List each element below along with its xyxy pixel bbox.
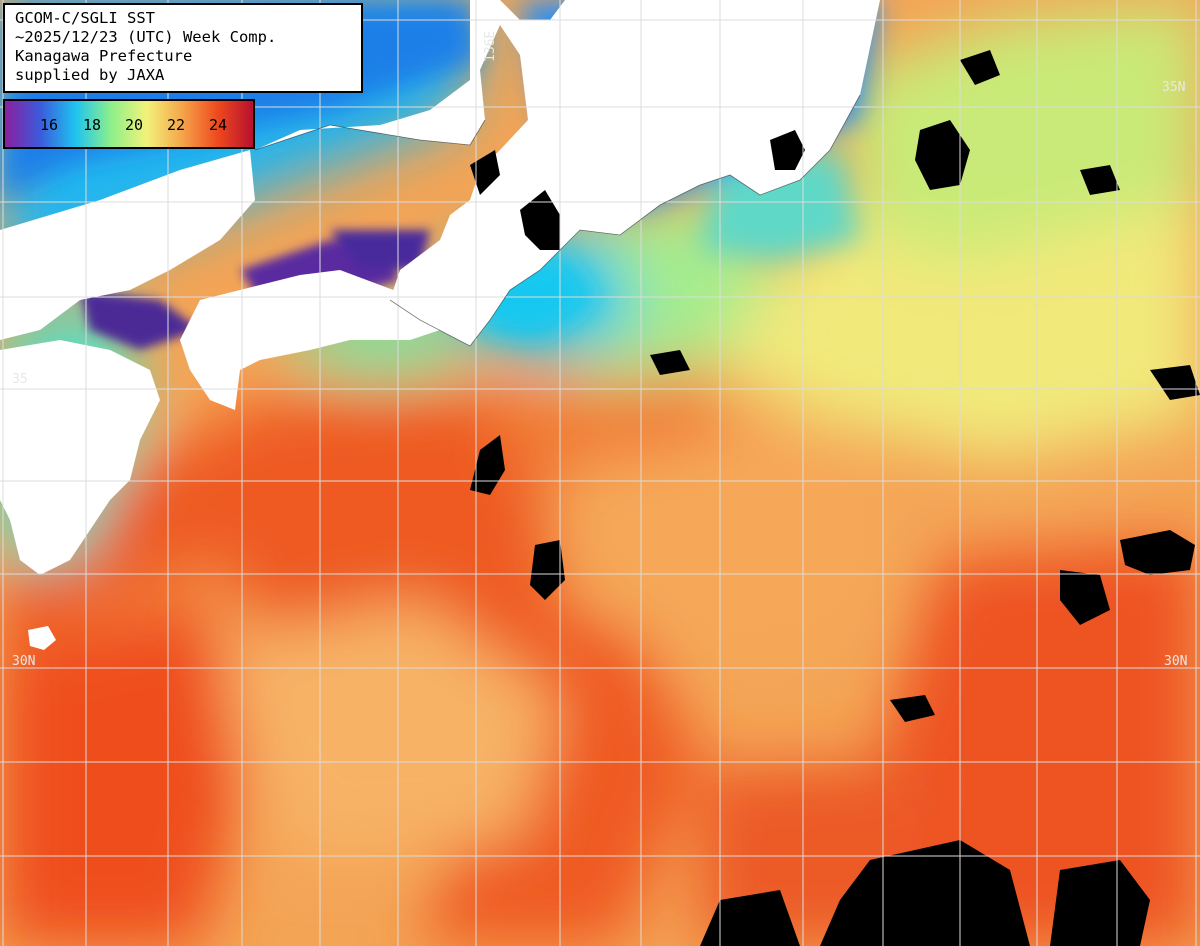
lat-label-30n-right: 30N bbox=[1164, 654, 1188, 669]
color-legend-bar bbox=[5, 101, 253, 147]
lat-label-35-left: 35 bbox=[12, 372, 28, 387]
title-line-credit: supplied by JAXA bbox=[15, 66, 165, 84]
cloud-patches bbox=[470, 50, 1200, 946]
title-line-region: Kanagawa Prefecture bbox=[15, 47, 193, 65]
lon-label-136e: 136E bbox=[483, 30, 498, 62]
legend-tick-18: 18 bbox=[82, 116, 102, 134]
lat-label-35n-right: 35N bbox=[1162, 80, 1186, 95]
land bbox=[0, 0, 880, 650]
legend-tick-20: 20 bbox=[124, 116, 144, 134]
title-line-date: ~2025/12/23 (UTC) Week Comp. bbox=[15, 28, 277, 46]
lat-label-30n-left: 30N bbox=[12, 654, 36, 669]
color-legend: 16 18 20 22 24 bbox=[3, 99, 255, 149]
legend-tick-16: 16 bbox=[39, 116, 59, 134]
coastline bbox=[254, 94, 861, 347]
title-line-product: GCOM-C/SGLI SST bbox=[15, 9, 155, 27]
legend-tick-24: 24 bbox=[208, 116, 228, 134]
legend-tick-22: 22 bbox=[166, 116, 186, 134]
title-box: GCOM-C/SGLI SST ~2025/12/23 (UTC) Week C… bbox=[3, 3, 363, 93]
